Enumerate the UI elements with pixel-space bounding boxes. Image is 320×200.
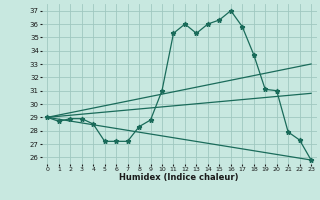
X-axis label: Humidex (Indice chaleur): Humidex (Indice chaleur) [119, 173, 239, 182]
